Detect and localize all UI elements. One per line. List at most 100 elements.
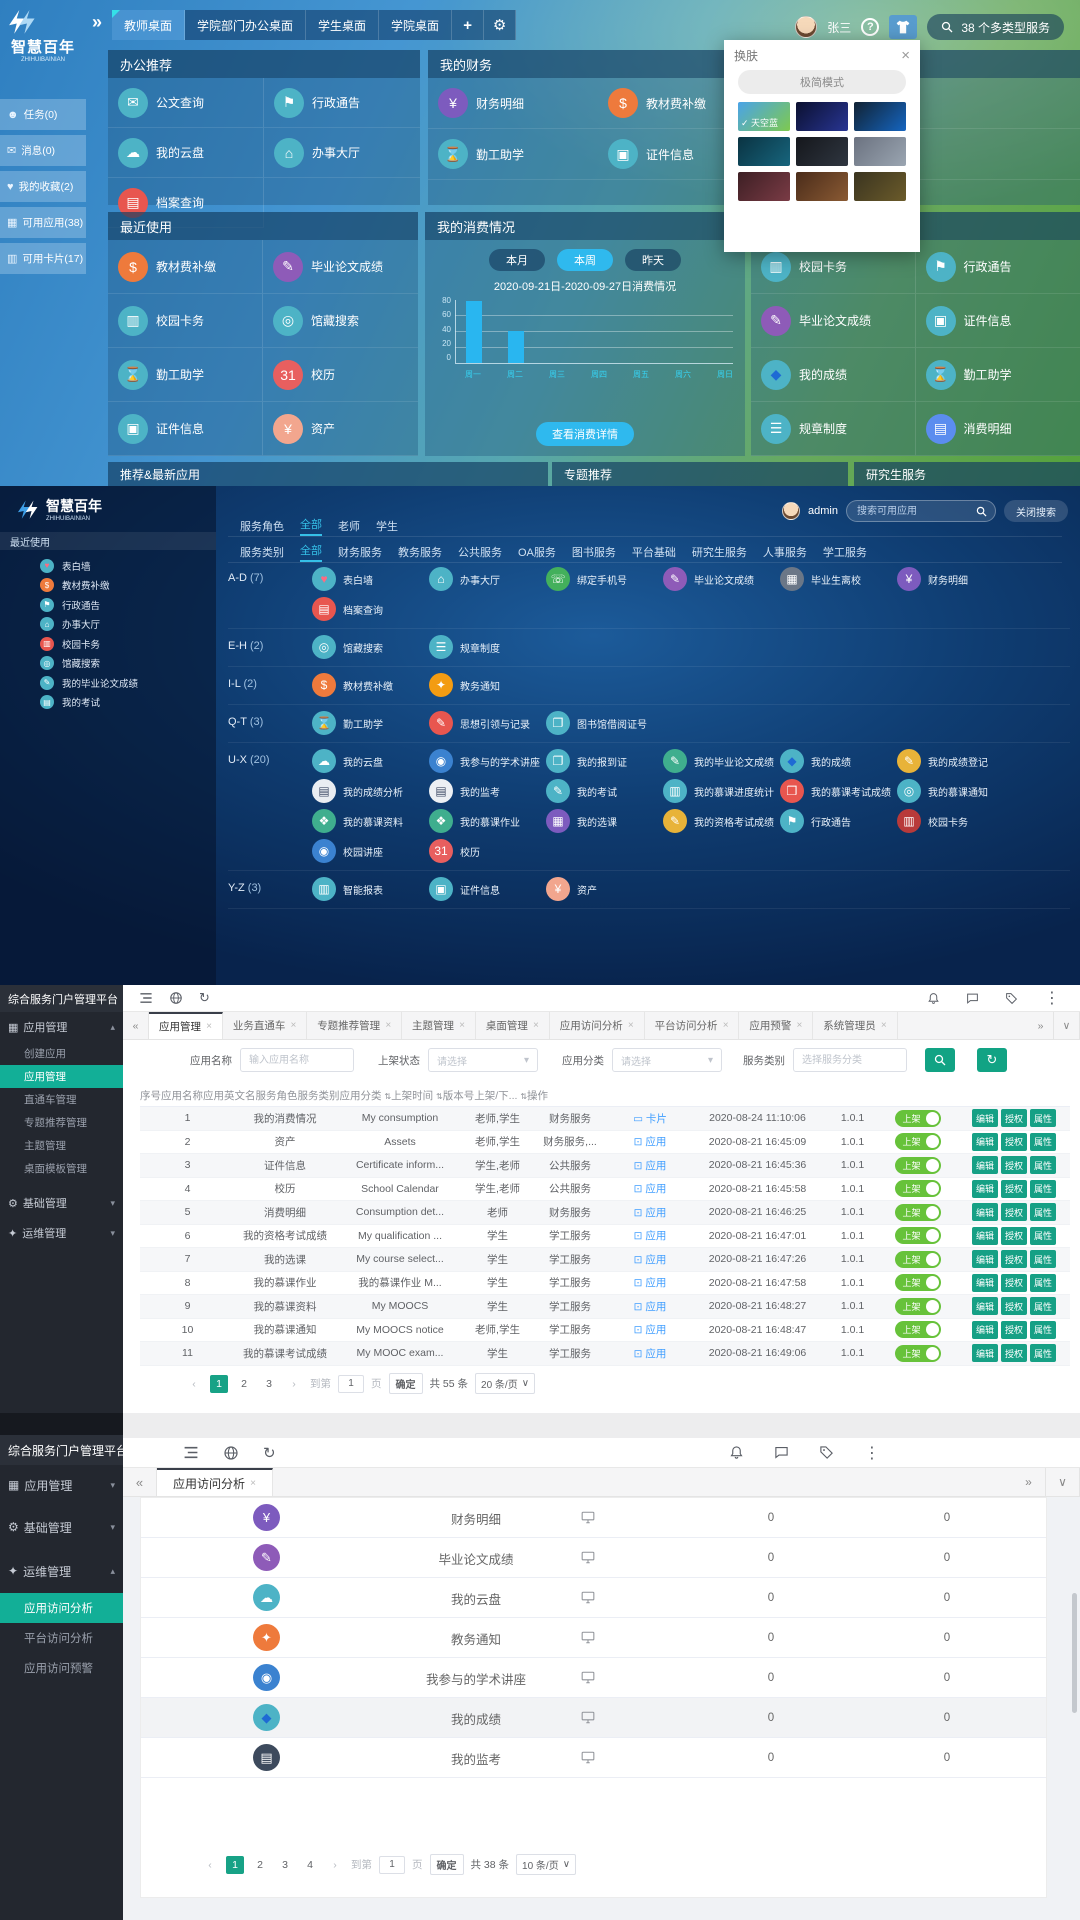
search-icon[interactable]: [976, 506, 987, 517]
range-button[interactable]: 本月: [489, 249, 545, 271]
action-button[interactable]: 属性: [1030, 1273, 1057, 1292]
action-button[interactable]: 编辑: [971, 1226, 998, 1245]
app-tile[interactable]: ⌂ 办事大厅: [264, 128, 420, 178]
skin-shirt-icon[interactable]: [889, 15, 918, 39]
tabs-expand-icon[interactable]: ∨: [1046, 1468, 1080, 1496]
role-option[interactable]: 全部: [300, 516, 322, 536]
app-tile[interactable]: 31 校历: [263, 348, 418, 402]
recent-item[interactable]: ▤ 我的考试: [0, 693, 216, 713]
app-tile[interactable]: ¥ 财务明细: [428, 78, 598, 128]
service-item[interactable]: ✎ 我的毕业论文成绩: [663, 749, 780, 773]
sidebar-item[interactable]: ▥ 可用卡片(17): [0, 243, 86, 274]
service-type-input[interactable]: [793, 1048, 907, 1072]
tabs-scroll-left[interactable]: «: [123, 1468, 157, 1496]
category-option[interactable]: 平台基础: [631, 547, 676, 559]
page-size-select[interactable]: 10 条/页 ∨: [516, 1854, 577, 1875]
column-header[interactable]: 序号: [140, 1090, 161, 1102]
next-page-icon[interactable]: ›: [292, 1377, 296, 1390]
app-tile[interactable]: ☁ 我的云盘: [108, 128, 264, 178]
action-button[interactable]: 编辑: [971, 1250, 998, 1269]
service-item[interactable]: ¥ 资产: [546, 877, 663, 901]
menu-subitem[interactable]: 应用访问分析: [0, 1593, 123, 1623]
service-item[interactable]: ✎ 我的成绩登记: [897, 749, 1014, 773]
action-button[interactable]: 编辑: [971, 1156, 998, 1175]
app-tile[interactable]: ▣ 证件信息: [598, 129, 768, 179]
category-option[interactable]: 全部: [300, 542, 322, 562]
collapse-menu-icon[interactable]: [183, 1446, 199, 1459]
add-desktop-button[interactable]: +: [452, 10, 485, 40]
column-header[interactable]: 应用分类 ⇅: [339, 1090, 392, 1102]
publish-toggle[interactable]: 上架: [894, 1227, 941, 1245]
cell-type-link[interactable]: ⊡ 应用: [633, 1230, 667, 1243]
menu-group-ops[interactable]: ✦ 运维管理 ▴: [8, 1564, 115, 1579]
column-header[interactable]: 服务角色: [255, 1090, 298, 1102]
cell-type-link[interactable]: ⊡ 应用: [633, 1136, 667, 1149]
action-button[interactable]: 属性: [1030, 1179, 1057, 1198]
action-button[interactable]: 授权: [1000, 1179, 1027, 1198]
recent-item[interactable]: ⚑ 行政通告: [0, 595, 216, 615]
skin-swatch[interactable]: [854, 137, 906, 166]
column-header[interactable]: 服务类别: [297, 1090, 340, 1102]
column-header[interactable]: 上架时间 ⇅: [391, 1090, 443, 1102]
menu-subitem[interactable]: 应用访问预警: [24, 1663, 93, 1675]
service-item[interactable]: ✎ 我的资格考试成绩: [663, 809, 780, 833]
page-number[interactable]: 1: [226, 1855, 244, 1874]
workspace-tab[interactable]: 业务直通车 ×: [223, 1012, 308, 1039]
action-button[interactable]: 编辑: [971, 1132, 998, 1151]
category-option[interactable]: 公共服务: [458, 547, 502, 559]
app-tile[interactable]: ◎ 馆藏搜索: [263, 294, 418, 348]
action-button[interactable]: 授权: [1000, 1297, 1027, 1316]
service-item[interactable]: ❐ 图书馆借阅证号: [546, 711, 663, 735]
service-item[interactable]: ¥ 财务明细: [897, 567, 1014, 591]
desktop-tab[interactable]: 学院部门办公桌面: [185, 10, 307, 40]
recent-item[interactable]: ▥ 校园卡务: [0, 634, 216, 654]
refresh-icon[interactable]: ↻: [263, 1444, 276, 1462]
service-item[interactable]: ◉ 我参与的学术讲座: [429, 749, 546, 773]
workspace-tab[interactable]: 应用访问分析 ×: [550, 1012, 645, 1039]
cell-type-link[interactable]: ⊡ 应用: [633, 1300, 667, 1313]
skin-swatch[interactable]: [796, 172, 848, 201]
sidebar-item[interactable]: ☻ 任务(0): [0, 99, 86, 130]
publish-toggle[interactable]: 上架: [894, 1297, 941, 1315]
menu-subitem[interactable]: 创建应用: [24, 1048, 66, 1060]
publish-toggle[interactable]: 上架: [894, 1321, 941, 1339]
workspace-tab[interactable]: 应用访问分析 ×: [157, 1468, 273, 1496]
service-item[interactable]: ❒ 我的慕课考试成绩: [780, 779, 897, 803]
range-button[interactable]: 本周: [557, 249, 613, 271]
category-option[interactable]: OA服务: [518, 547, 556, 559]
page-number[interactable]: 3: [282, 1858, 288, 1871]
close-icon[interactable]: ×: [206, 1021, 212, 1032]
global-search[interactable]: 38 个多类型服务: [927, 14, 1064, 40]
menu-group-apps[interactable]: ▦ 应用管理 ▾: [8, 1478, 115, 1493]
simple-mode-button[interactable]: 极简模式: [738, 70, 906, 94]
reset-button[interactable]: ↻: [977, 1048, 1007, 1072]
app-tile[interactable]: ✎ 毕业论文成绩: [263, 240, 418, 294]
sidebar-item[interactable]: ♥ 我的收藏(2): [0, 171, 86, 202]
action-button[interactable]: 编辑: [971, 1320, 998, 1339]
column-header[interactable]: 应用英文名: [203, 1090, 256, 1102]
action-button[interactable]: 授权: [1000, 1109, 1027, 1128]
app-tile[interactable]: ⚑ 行政通告: [264, 78, 420, 128]
desktop-tab[interactable]: 学生桌面: [306, 10, 380, 40]
recent-item[interactable]: $ 教材费补缴: [0, 576, 216, 596]
category-option[interactable]: 学工服务: [822, 547, 867, 559]
action-button[interactable]: 编辑: [971, 1344, 998, 1363]
app-tile[interactable]: ¥ 资产: [263, 402, 418, 456]
workspace-tab[interactable]: 专题推荐管理 ×: [307, 1012, 403, 1039]
column-header[interactable]: 上架/下... ⇅: [474, 1090, 528, 1102]
action-button[interactable]: 属性: [1030, 1320, 1057, 1339]
sidebar-item[interactable]: ▦ 可用应用(38): [0, 207, 86, 238]
service-item[interactable]: ▦ 我的选课: [546, 809, 663, 833]
publish-toggle[interactable]: 上架: [894, 1250, 941, 1268]
service-item[interactable]: ❖ 我的慕课作业: [429, 809, 546, 833]
recent-item[interactable]: ✎ 我的毕业论文成绩: [0, 673, 216, 693]
prev-page-icon[interactable]: ‹: [192, 1377, 196, 1390]
service-item[interactable]: ⚑ 行政通告: [780, 809, 897, 833]
service-item[interactable]: ◆ 我的成绩: [780, 749, 897, 773]
publish-toggle[interactable]: 上架: [894, 1109, 941, 1127]
close-icon[interactable]: ×: [459, 1020, 465, 1031]
service-item[interactable]: ▤ 我的监考: [429, 779, 546, 803]
action-button[interactable]: 属性: [1030, 1109, 1057, 1128]
globe-icon[interactable]: [223, 1445, 239, 1461]
service-item[interactable]: ◎ 馆藏搜索: [312, 635, 429, 659]
